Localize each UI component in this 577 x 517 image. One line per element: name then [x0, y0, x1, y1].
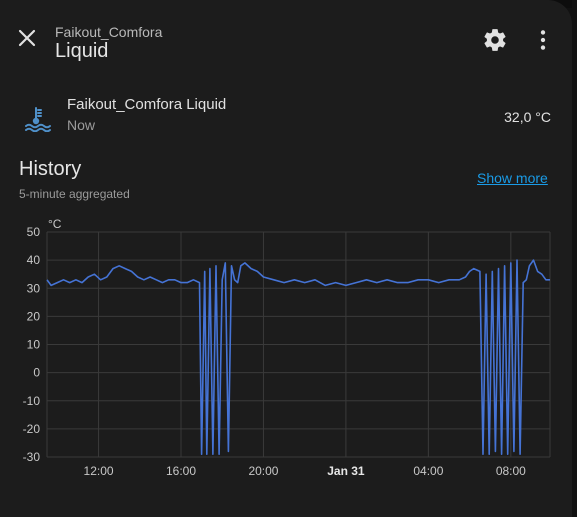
entity-name: Faikout_Comfora Liquid: [67, 96, 227, 113]
y-tick-label: 30: [27, 281, 41, 295]
entity-state-value: 32,0 °C: [504, 109, 551, 125]
history-aggregation-label: 5-minute aggregated: [19, 187, 130, 201]
dialog-header: Faikout_Comfora Liquid: [0, 0, 572, 80]
dots-vertical-icon: [530, 30, 556, 57]
y-tick-label: -10: [23, 394, 41, 408]
close-button[interactable]: [14, 27, 40, 53]
series-line: [46, 259, 550, 455]
settings-button[interactable]: [482, 27, 508, 53]
entity-row[interactable]: Faikout_Comfora Liquid Now 32,0 °C: [0, 90, 572, 140]
y-tick-label: 10: [27, 338, 41, 352]
history-heading: History: [19, 158, 82, 180]
x-tick-label: 04:00: [413, 464, 443, 478]
x-tick-label: 20:00: [248, 464, 278, 478]
y-tick-label: 20: [27, 309, 41, 323]
background-strip-right: [572, 0, 577, 517]
y-tick-label: -30: [23, 450, 41, 464]
dialog-subtitle: Faikout_Comfora: [55, 24, 163, 40]
y-axis-unit-label: °C: [48, 217, 62, 231]
gear-icon: [482, 29, 508, 57]
x-tick-label: 16:00: [166, 464, 196, 478]
water-thermometer-icon: [24, 104, 52, 133]
show-more-link[interactable]: Show more: [477, 170, 548, 186]
overflow-menu-button[interactable]: [530, 27, 556, 53]
y-tick-label: 0: [33, 366, 40, 380]
y-tick-label: 50: [27, 225, 41, 239]
dialog-title: Liquid: [55, 40, 109, 62]
x-tick-label: 08:00: [496, 464, 526, 478]
history-chart[interactable]: °C 50 40 30 20 10 0 -10 -20 -30 12:00 16:00 20:00 Jan…: [0, 210, 572, 485]
y-tick-label: -20: [23, 422, 41, 436]
x-tick-label: 12:00: [84, 464, 114, 478]
close-icon: [17, 28, 37, 53]
y-tick-label: 40: [27, 253, 41, 267]
entity-last-changed: Now: [67, 117, 96, 133]
x-tick-label: Jan 31: [327, 464, 365, 478]
